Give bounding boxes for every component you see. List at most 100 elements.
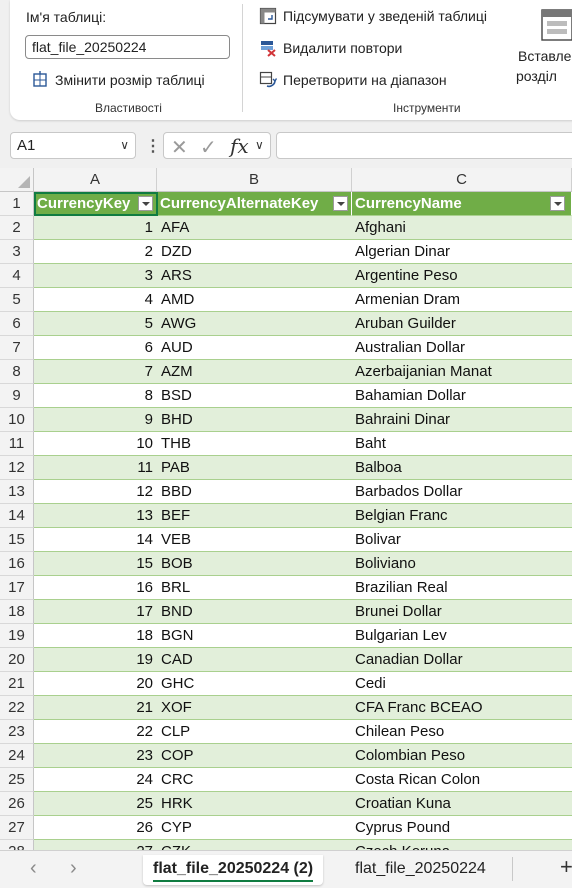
currency-key-cell[interactable]: 7 bbox=[34, 360, 157, 384]
currency-name-cell[interactable]: Algerian Dinar bbox=[352, 240, 572, 264]
row-header[interactable]: 10 bbox=[0, 408, 34, 432]
currency-alternate-key-cell[interactable]: COP bbox=[157, 744, 352, 768]
currency-alternate-key-cell[interactable]: BSD bbox=[157, 384, 352, 408]
currency-name-cell[interactable]: Canadian Dollar bbox=[352, 648, 572, 672]
currency-key-cell[interactable]: 27 bbox=[34, 840, 157, 850]
currency-alternate-key-cell[interactable]: XOF bbox=[157, 696, 352, 720]
currency-alternate-key-cell[interactable]: CAD bbox=[157, 648, 352, 672]
row-header[interactable]: 13 bbox=[0, 480, 34, 504]
sheet-tab-active[interactable]: flat_file_20250224 (2) bbox=[143, 855, 324, 885]
remove-duplicates-button[interactable]: Видалити повтори bbox=[283, 40, 403, 56]
currency-alternate-key-cell[interactable]: CYP bbox=[157, 816, 352, 840]
currency-key-cell[interactable]: 13 bbox=[34, 504, 157, 528]
row-header[interactable]: 11 bbox=[0, 432, 34, 456]
resize-table-button[interactable]: Змінити розмір таблиці bbox=[55, 72, 205, 88]
currency-name-cell[interactable]: Barbados Dollar bbox=[352, 480, 572, 504]
row-header[interactable]: 5 bbox=[0, 288, 34, 312]
table-name-input[interactable]: flat_file_20250224 bbox=[25, 35, 230, 59]
currency-name-cell[interactable]: Cyprus Pound bbox=[352, 816, 572, 840]
row-header[interactable]: 16 bbox=[0, 552, 34, 576]
row-header[interactable]: 12 bbox=[0, 456, 34, 480]
currency-alternate-key-cell[interactable]: CLP bbox=[157, 720, 352, 744]
currency-name-cell[interactable]: Azerbaijanian Manat bbox=[352, 360, 572, 384]
currency-key-cell[interactable]: 24 bbox=[34, 768, 157, 792]
currency-key-cell[interactable]: 17 bbox=[34, 600, 157, 624]
formula-input[interactable] bbox=[276, 132, 572, 159]
row-header[interactable]: 24 bbox=[0, 744, 34, 768]
row-header[interactable]: 7 bbox=[0, 336, 34, 360]
currency-name-cell[interactable]: Afghani bbox=[352, 216, 572, 240]
currency-alternate-key-cell[interactable]: THB bbox=[157, 432, 352, 456]
currency-name-cell[interactable]: Argentine Peso bbox=[352, 264, 572, 288]
currency-alternate-key-cell[interactable]: BEF bbox=[157, 504, 352, 528]
row-header[interactable]: 14 bbox=[0, 504, 34, 528]
currency-alternate-key-cell[interactable]: BGN bbox=[157, 624, 352, 648]
currency-key-cell[interactable]: 18 bbox=[34, 624, 157, 648]
cancel-icon[interactable]: ✕ bbox=[171, 137, 188, 159]
currency-key-cell[interactable]: 23 bbox=[34, 744, 157, 768]
currency-key-cell[interactable]: 8 bbox=[34, 384, 157, 408]
currency-alternate-key-cell[interactable]: BRL bbox=[157, 576, 352, 600]
currency-name-cell[interactable]: Aruban Guilder bbox=[352, 312, 572, 336]
currency-alternate-key-cell[interactable]: HRK bbox=[157, 792, 352, 816]
currency-alternate-key-cell[interactable]: AWG bbox=[157, 312, 352, 336]
header-cell-currency-name[interactable]: CurrencyName bbox=[352, 192, 572, 216]
chevron-down-icon[interactable]: ∨ bbox=[255, 138, 264, 152]
currency-alternate-key-cell[interactable]: AFA bbox=[157, 216, 352, 240]
currency-name-cell[interactable]: Croatian Kuna bbox=[352, 792, 572, 816]
currency-alternate-key-cell[interactable]: BND bbox=[157, 600, 352, 624]
row-header[interactable]: 21 bbox=[0, 672, 34, 696]
summarize-pivot-button[interactable]: Підсумувати у зведеній таблиці bbox=[283, 8, 487, 24]
currency-alternate-key-cell[interactable]: PAB bbox=[157, 456, 352, 480]
row-header[interactable]: 8 bbox=[0, 360, 34, 384]
currency-name-cell[interactable]: Bulgarian Lev bbox=[352, 624, 572, 648]
worksheet-grid[interactable]: A B C 1 CurrencyKey CurrencyAlternateKey… bbox=[0, 168, 572, 850]
filter-dropdown-icon[interactable] bbox=[550, 196, 565, 211]
row-header[interactable]: 18 bbox=[0, 600, 34, 624]
currency-key-cell[interactable]: 11 bbox=[34, 456, 157, 480]
currency-name-cell[interactable]: Bolivar bbox=[352, 528, 572, 552]
row-header[interactable]: 19 bbox=[0, 624, 34, 648]
currency-key-cell[interactable]: 21 bbox=[34, 696, 157, 720]
currency-alternate-key-cell[interactable]: AZM bbox=[157, 360, 352, 384]
currency-key-cell[interactable]: 22 bbox=[34, 720, 157, 744]
row-header[interactable]: 28 bbox=[0, 840, 34, 850]
currency-key-cell[interactable]: 2 bbox=[34, 240, 157, 264]
currency-name-cell[interactable]: Belgian Franc bbox=[352, 504, 572, 528]
row-header[interactable]: 6 bbox=[0, 312, 34, 336]
scroll-tabs-right-icon[interactable]: › bbox=[70, 857, 77, 879]
header-cell-currency-alternate-key[interactable]: CurrencyAlternateKey bbox=[157, 192, 352, 216]
currency-name-cell[interactable]: Baht bbox=[352, 432, 572, 456]
currency-key-cell[interactable]: 1 bbox=[34, 216, 157, 240]
currency-key-cell[interactable]: 20 bbox=[34, 672, 157, 696]
currency-name-cell[interactable]: Brunei Dollar bbox=[352, 600, 572, 624]
currency-alternate-key-cell[interactable]: BHD bbox=[157, 408, 352, 432]
currency-name-cell[interactable]: Czech Koruna bbox=[352, 840, 572, 850]
column-header-b[interactable]: B bbox=[157, 168, 352, 192]
currency-alternate-key-cell[interactable]: CRC bbox=[157, 768, 352, 792]
row-header[interactable]: 23 bbox=[0, 720, 34, 744]
chevron-down-icon[interactable]: ∨ bbox=[120, 138, 129, 152]
row-header[interactable]: 1 bbox=[0, 192, 34, 216]
row-header[interactable]: 27 bbox=[0, 816, 34, 840]
insert-slicer-button-line2[interactable]: розділ bbox=[516, 68, 557, 84]
currency-key-cell[interactable]: 4 bbox=[34, 288, 157, 312]
row-header[interactable]: 15 bbox=[0, 528, 34, 552]
row-header[interactable]: 3 bbox=[0, 240, 34, 264]
currency-alternate-key-cell[interactable]: AMD bbox=[157, 288, 352, 312]
select-all-button[interactable] bbox=[0, 168, 34, 192]
insert-function-button[interactable]: fx bbox=[230, 134, 249, 158]
filter-dropdown-icon[interactable] bbox=[138, 196, 153, 211]
currency-key-cell[interactable]: 15 bbox=[34, 552, 157, 576]
currency-alternate-key-cell[interactable]: BOB bbox=[157, 552, 352, 576]
currency-alternate-key-cell[interactable]: DZD bbox=[157, 240, 352, 264]
scroll-tabs-left-icon[interactable]: ‹ bbox=[30, 857, 37, 879]
currency-key-cell[interactable]: 26 bbox=[34, 816, 157, 840]
currency-name-cell[interactable]: Chilean Peso bbox=[352, 720, 572, 744]
row-header[interactable]: 22 bbox=[0, 696, 34, 720]
currency-key-cell[interactable]: 25 bbox=[34, 792, 157, 816]
currency-alternate-key-cell[interactable]: BBD bbox=[157, 480, 352, 504]
currency-name-cell[interactable]: Costa Rican Colon bbox=[352, 768, 572, 792]
filter-dropdown-icon[interactable] bbox=[333, 196, 348, 211]
row-header[interactable]: 4 bbox=[0, 264, 34, 288]
